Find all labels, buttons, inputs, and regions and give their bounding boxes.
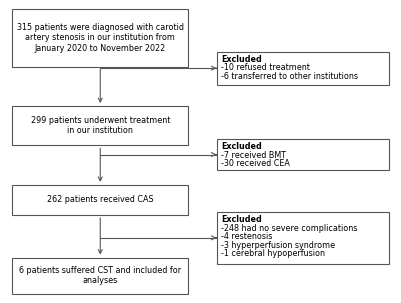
Text: 262 patients received CAS: 262 patients received CAS [47,195,154,205]
FancyBboxPatch shape [217,212,389,264]
Text: -4 restenosis: -4 restenosis [221,232,273,241]
Text: -1 cerebral hypoperfusion: -1 cerebral hypoperfusion [221,249,325,258]
FancyBboxPatch shape [12,9,188,67]
Text: Excluded: Excluded [221,55,262,64]
Text: -3 hyperperfusion syndrome: -3 hyperperfusion syndrome [221,241,336,250]
Text: Excluded: Excluded [221,142,262,152]
Text: 6 patients suffered CST and included for
analyses: 6 patients suffered CST and included for… [19,266,181,285]
Text: -248 had no severe complications: -248 had no severe complications [221,224,358,233]
Text: 315 patients were diagnosed with carotid
artery stenosis in our institution from: 315 patients were diagnosed with carotid… [17,23,184,53]
Text: -10 refused treatment: -10 refused treatment [221,63,310,72]
Text: -7 received BMT: -7 received BMT [221,151,286,160]
FancyBboxPatch shape [217,139,389,170]
Text: -30 received CEA: -30 received CEA [221,159,290,168]
Text: -6 transferred to other institutions: -6 transferred to other institutions [221,72,358,81]
Text: 299 patients underwent treatment
in our institution: 299 patients underwent treatment in our … [30,116,170,135]
FancyBboxPatch shape [12,258,188,294]
Text: Excluded: Excluded [221,215,262,224]
FancyBboxPatch shape [12,185,188,215]
FancyBboxPatch shape [217,52,389,85]
FancyBboxPatch shape [12,106,188,145]
